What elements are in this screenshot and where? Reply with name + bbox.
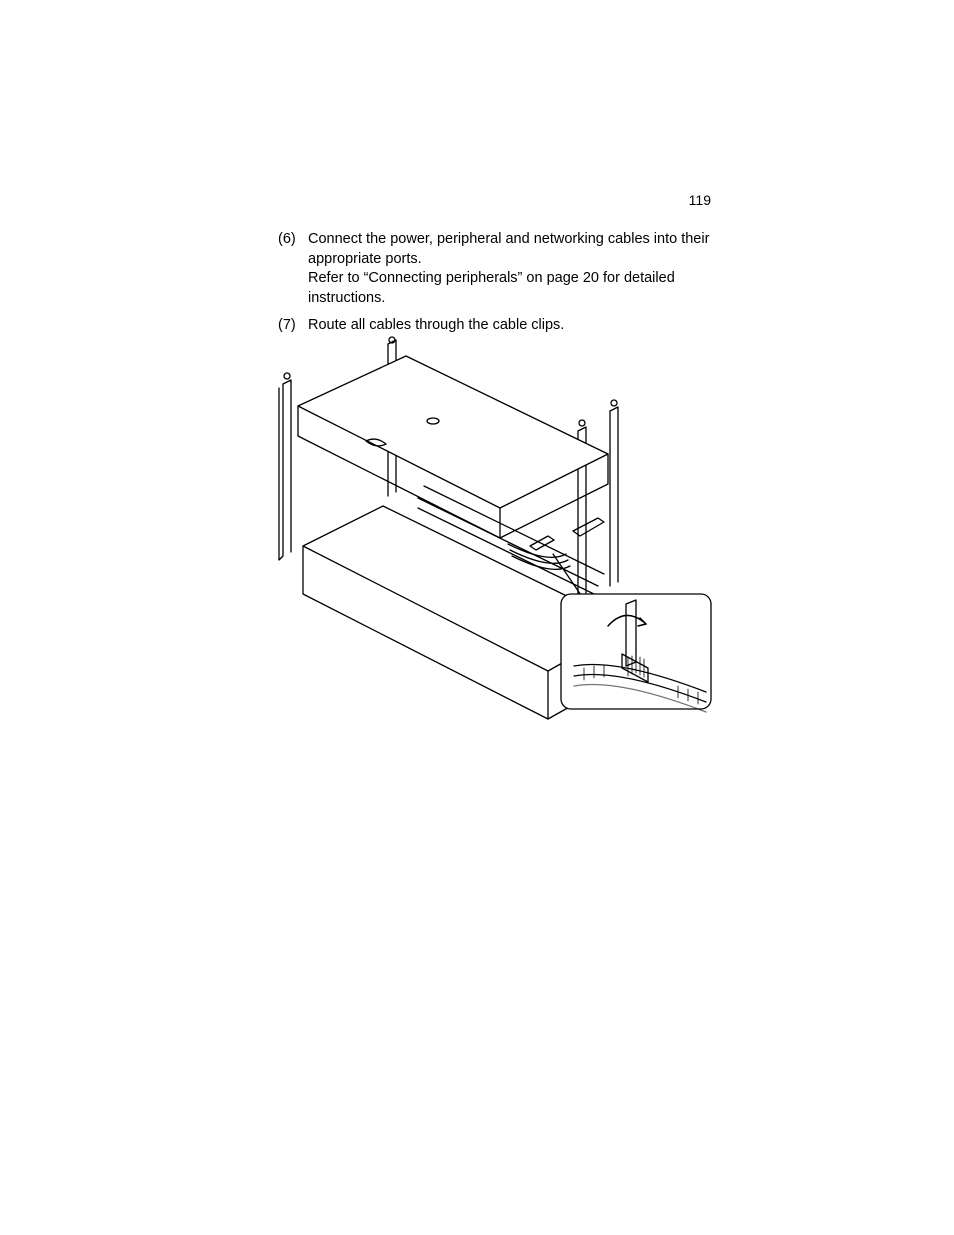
step-line: Route all cables through the cable clips… xyxy=(308,316,728,336)
page-number: 119 xyxy=(689,192,711,208)
step-6: (6) Connect the power, peripheral and ne… xyxy=(278,230,728,308)
step-body: Route all cables through the cable clips… xyxy=(308,316,728,336)
step-line: Refer to “Connecting peripherals” on pag… xyxy=(308,269,728,308)
illustration-svg xyxy=(248,336,718,736)
step-marker: (7) xyxy=(278,316,308,336)
step-marker: (6) xyxy=(278,230,308,308)
step-body: Connect the power, peripheral and networ… xyxy=(308,230,728,308)
instruction-list: (6) Connect the power, peripheral and ne… xyxy=(278,230,728,344)
step-7: (7) Route all cables through the cable c… xyxy=(278,316,728,336)
step-line: Connect the power, peripheral and networ… xyxy=(308,230,728,269)
rack-server-illustration xyxy=(248,336,718,736)
document-page: 119 (6) Connect the power, peripheral an… xyxy=(0,0,954,1235)
